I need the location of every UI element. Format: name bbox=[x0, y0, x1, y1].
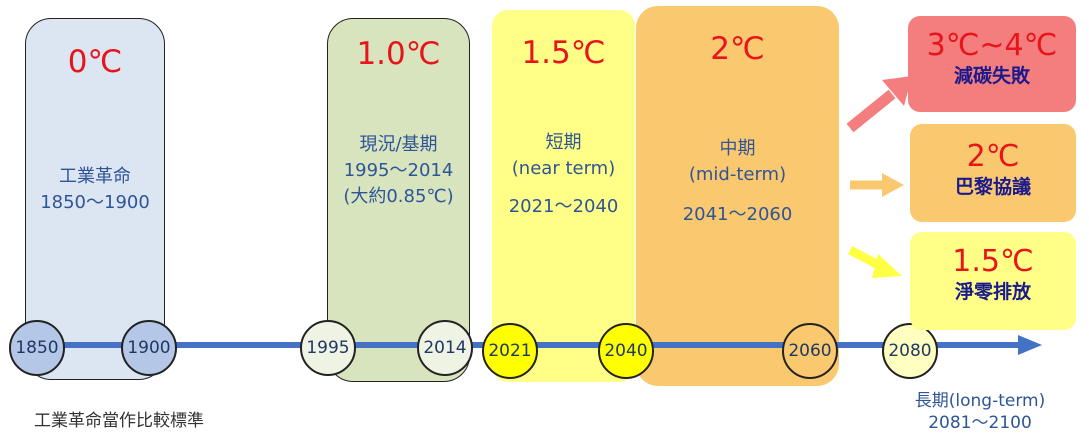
outcome-netzero-temp: 1.5℃ bbox=[910, 244, 1076, 280]
label-mid-en: (mid-term) bbox=[636, 162, 839, 188]
timeline-node-2060: 2060 bbox=[782, 323, 838, 379]
label-near: 短期 (near term) 2021～2040 bbox=[492, 130, 635, 220]
label-near-years: 2021～2040 bbox=[492, 194, 635, 220]
label-industrial-years: 1850～1900 bbox=[26, 190, 164, 216]
temp-mid: 2℃ bbox=[636, 31, 839, 67]
long-term-years: 2081～2100 bbox=[900, 412, 1060, 434]
long-term-label: 長期(long-term) 2081～2100 bbox=[900, 390, 1060, 434]
label-industrial-name: 工業革命 bbox=[26, 164, 164, 190]
label-mid: 中期 (mid-term) 2041～2060 bbox=[636, 136, 839, 228]
outcome-netzero-label: 淨零排放 bbox=[910, 280, 1076, 304]
outcome-paris-temp: 2℃ bbox=[910, 139, 1076, 175]
arrow-to-paris-icon bbox=[848, 170, 908, 200]
temp-near: 1.5℃ bbox=[492, 35, 635, 71]
label-current-years: 1995～2014 bbox=[328, 158, 469, 184]
label-near-name: 短期 bbox=[492, 130, 635, 156]
label-near-en: (near term) bbox=[492, 156, 635, 182]
label-current: 現況/基期 1995～2014 (大約0.85℃) bbox=[328, 132, 469, 210]
long-term-name: 長期(long-term) bbox=[900, 390, 1060, 412]
timeline-node-2080: 2080 bbox=[882, 323, 938, 379]
label-mid-years: 2041～2060 bbox=[636, 202, 839, 228]
outcome-fail: 3℃~4℃ 減碳失敗 bbox=[908, 16, 1076, 112]
outcome-fail-label: 減碳失敗 bbox=[908, 64, 1076, 88]
baseline-note: 工業革命當作比較標準 bbox=[34, 406, 204, 431]
outcome-netzero: 1.5℃ 淨零排放 bbox=[910, 232, 1076, 330]
outcome-fail-temp: 3℃~4℃ bbox=[908, 28, 1076, 64]
label-current-note: (大約0.85℃) bbox=[328, 184, 469, 210]
label-industrial: 工業革命 1850～1900 bbox=[26, 164, 164, 216]
timeline-node-1850: 1850 bbox=[9, 320, 65, 376]
label-mid-name: 中期 bbox=[636, 136, 839, 162]
timeline-node-1900: 1900 bbox=[121, 320, 177, 376]
timeline-node-2021: 2021 bbox=[482, 323, 538, 379]
outcome-paris-label: 巴黎協議 bbox=[910, 175, 1076, 199]
arrow-to-netzero-icon bbox=[846, 244, 906, 284]
temp-industrial: 0℃ bbox=[26, 44, 164, 80]
timeline-node-2014: 2014 bbox=[417, 320, 473, 376]
outcome-paris: 2℃ 巴黎協議 bbox=[910, 124, 1076, 222]
label-current-name: 現況/基期 bbox=[328, 132, 469, 158]
timeline-node-2040: 2040 bbox=[598, 323, 654, 379]
timeline-node-1995: 1995 bbox=[300, 320, 356, 376]
temp-current: 1.0℃ bbox=[328, 36, 469, 72]
